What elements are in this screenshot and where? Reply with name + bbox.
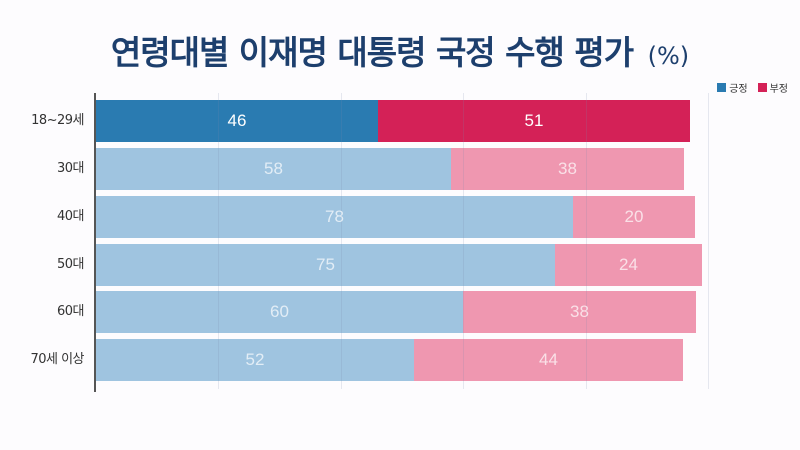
bar-negative: 44 xyxy=(414,339,683,381)
bar-value-negative: 44 xyxy=(539,350,558,369)
row-label: 70세 이상 xyxy=(30,352,84,367)
bar-value-negative: 38 xyxy=(558,159,577,178)
chart-title: 연령대별 이재명 대통령 국정 수행 평가 (%) xyxy=(0,26,800,74)
bar-value-negative: 51 xyxy=(524,111,544,130)
bar-value-positive: 58 xyxy=(264,159,283,178)
bar-positive: 60 xyxy=(96,291,463,333)
bar-positive: 78 xyxy=(96,196,573,238)
bar-value-negative: 38 xyxy=(570,302,589,321)
gridline xyxy=(341,93,342,389)
bar-negative: 38 xyxy=(451,148,684,190)
legend-label-negative: 부정 xyxy=(769,84,788,95)
bar-negative: 38 xyxy=(463,291,696,333)
legend-swatch-negative-icon xyxy=(757,83,767,92)
bar-negative: 20 xyxy=(573,196,695,238)
gridline xyxy=(218,93,219,389)
row-label: 18~29세 xyxy=(31,113,84,128)
bar-positive: 58 xyxy=(96,148,451,190)
bar-positive: 52 xyxy=(96,339,414,381)
legend-swatch-positive-icon xyxy=(717,83,727,92)
chart-title-text: 연령대별 이재명 대통령 국정 수행 평가 xyxy=(110,33,634,72)
bar-value-negative: 24 xyxy=(619,255,638,274)
bar-positive: 46 xyxy=(96,100,378,142)
row-label: 30대 xyxy=(56,161,85,176)
chart-unit: (%) xyxy=(647,42,690,70)
legend-item-negative: 부정 xyxy=(757,80,788,95)
gridline xyxy=(463,93,464,389)
bar-negative: 24 xyxy=(555,244,702,286)
gridline xyxy=(708,93,709,389)
legend: 긍정 부정 xyxy=(717,80,788,95)
row-label: 40대 xyxy=(56,209,85,224)
bar-value-positive: 75 xyxy=(316,255,335,274)
row-label: 50대 xyxy=(56,257,85,272)
bar-positive: 75 xyxy=(96,244,555,286)
legend-item-positive: 긍정 xyxy=(717,80,748,95)
row-label: 60대 xyxy=(56,304,85,319)
y-axis-line xyxy=(94,93,96,392)
bar-negative: 51 xyxy=(378,100,690,142)
bar-value-negative: 20 xyxy=(624,207,644,226)
gridline xyxy=(586,93,587,389)
bar-value-positive: 60 xyxy=(270,302,289,321)
bar-value-positive: 78 xyxy=(325,207,344,226)
bar-value-positive: 46 xyxy=(227,111,247,130)
legend-label-positive: 긍정 xyxy=(729,84,748,95)
bar-value-positive: 52 xyxy=(245,350,265,369)
